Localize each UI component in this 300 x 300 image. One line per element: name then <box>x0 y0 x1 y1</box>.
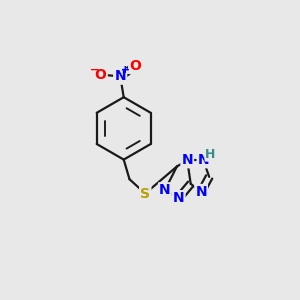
Text: +: + <box>121 65 129 75</box>
Text: O: O <box>95 68 106 82</box>
Text: N: N <box>173 191 184 205</box>
Text: N: N <box>114 69 126 83</box>
Text: S: S <box>140 187 150 200</box>
Text: N: N <box>114 69 126 83</box>
Text: N: N <box>198 153 209 167</box>
Text: O: O <box>95 68 106 82</box>
Text: S: S <box>140 187 150 200</box>
Text: −: − <box>90 64 100 74</box>
Text: N: N <box>195 185 207 199</box>
Text: N: N <box>159 183 171 197</box>
Text: H: H <box>205 148 215 161</box>
Text: O: O <box>129 59 141 73</box>
Text: −: − <box>90 64 100 74</box>
Text: N: N <box>182 153 193 167</box>
Text: +: + <box>121 65 129 75</box>
Text: O: O <box>129 59 141 73</box>
